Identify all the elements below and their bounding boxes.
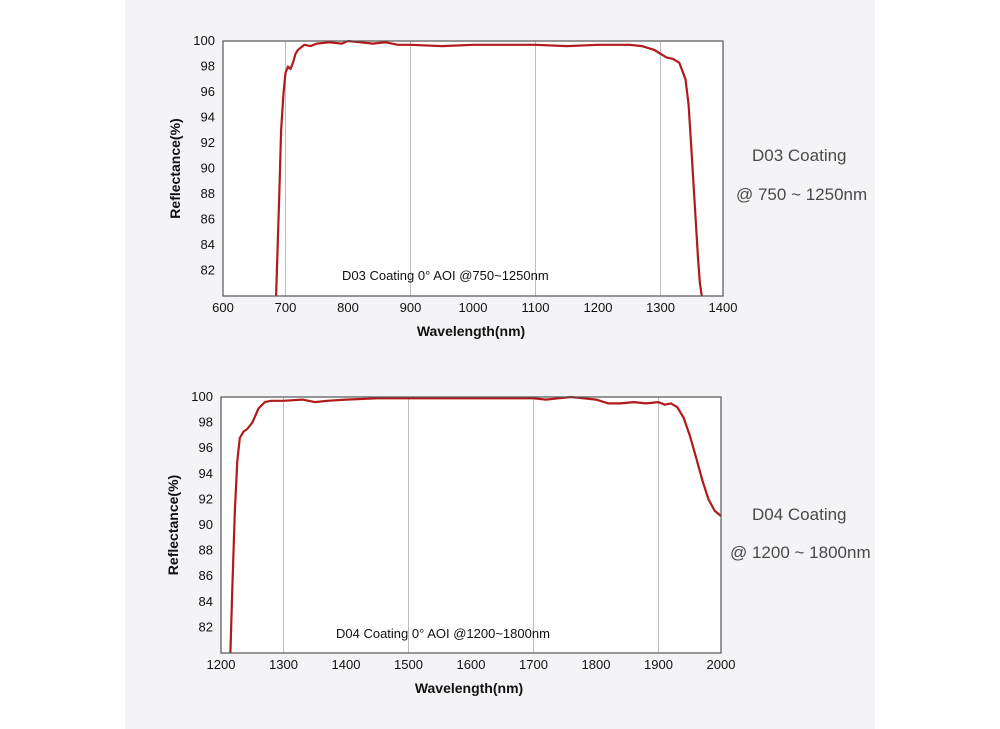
y-axis-title: Reflectance(%)	[167, 118, 183, 218]
y-tick-label: 86	[199, 568, 213, 583]
y-tick-label: 82	[199, 619, 213, 634]
y-tick-label: 84	[199, 594, 213, 609]
y-tick-label: 90	[201, 161, 215, 176]
x-axis-title: Wavelength(nm)	[415, 680, 523, 696]
d04-side-title: D04 Coating	[752, 505, 847, 524]
chart-d03: 600 700 800 900 1000 1100 1200 1300 1400 82 84 86 88…	[167, 33, 738, 339]
x-tick-label: 1500	[394, 657, 423, 672]
d04-side-range: @ 1200 ~ 1800nm	[730, 543, 871, 562]
y-tick-label: 92	[199, 491, 213, 506]
y-tick-label: 88	[201, 186, 215, 201]
plot-area	[221, 397, 721, 653]
x-tick-label: 1900	[644, 657, 673, 672]
series-line	[229, 395, 722, 654]
plot-area	[223, 41, 723, 296]
x-tick-label: 700	[275, 300, 297, 315]
y-tick-label: 88	[199, 543, 213, 558]
x-tick-label: 600	[212, 300, 234, 315]
y-tick-label: 100	[191, 389, 213, 404]
x-tick-label: 1600	[457, 657, 486, 672]
y-tick-label: 94	[201, 110, 215, 125]
x-tick-label: 1300	[646, 300, 675, 315]
x-axis-title: Wavelength(nm)	[417, 323, 525, 339]
x-tick-label: 1300	[269, 657, 298, 672]
y-tick-label: 82	[201, 263, 215, 278]
plot-frame	[220, 396, 722, 654]
d03-side-range: @ 750 ~ 1250nm	[736, 185, 868, 204]
y-axis-title: Reflectance(%)	[165, 475, 181, 575]
x-tick-label: 1400	[332, 657, 361, 672]
x-tick-label: 1400	[709, 300, 738, 315]
x-tick-label: 800	[337, 300, 359, 315]
plot-annotation: D03 Coating 0° AOI @750~1250nm	[342, 268, 549, 283]
plot-annotation: D04 Coating 0° AOI @1200~1800nm	[336, 626, 550, 641]
x-tick-label: 900	[400, 300, 422, 315]
d03-side-title: D03 Coating	[752, 146, 847, 165]
x-tick-label: 1200	[584, 300, 613, 315]
x-tick-label: 1100	[522, 300, 550, 315]
y-tick-label: 90	[199, 517, 213, 532]
y-tick-label: 96	[199, 440, 213, 455]
y-tick-label: 92	[201, 135, 215, 150]
y-tick-label: 98	[199, 415, 213, 430]
x-tick-label: 1800	[582, 657, 611, 672]
y-tick-label: 100	[193, 33, 215, 48]
y-tick-label: 84	[201, 237, 215, 252]
x-tick-label: 1700	[519, 657, 548, 672]
y-tick-label: 96	[201, 84, 215, 99]
x-tick-label: 1200	[207, 657, 236, 672]
series-line	[275, 39, 703, 297]
x-tick-label: 2000	[707, 657, 736, 672]
y-tick-label: 86	[201, 212, 215, 227]
y-tick-label: 94	[199, 466, 213, 481]
plot-frame	[222, 40, 724, 297]
y-tick-label: 98	[201, 59, 215, 74]
x-tick-label: 1000	[459, 300, 488, 315]
